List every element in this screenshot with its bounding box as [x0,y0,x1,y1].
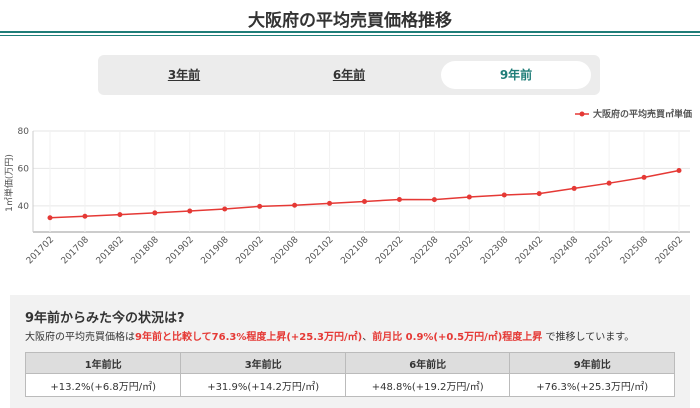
point [571,185,577,191]
point [327,200,333,206]
tab[interactable]: 6年前 [332,68,366,82]
point [152,210,158,216]
tab-bar: 3年前 6年前 9年前 [98,55,600,95]
x-tick-label: 201902 [165,235,196,266]
x-tick-label: 202102 [304,235,335,266]
legend-swatch [579,111,585,117]
title-rule [0,31,700,33]
cell: +48.8%(+19.2万円/㎡) [344,373,511,397]
header-cell: 6年前比 [344,352,511,374]
point [362,199,367,205]
point [396,196,402,202]
x-tick-label: 202502 [584,235,615,266]
point [117,212,123,218]
comparison-table: 1年前比 3年前比 6年前比 9年前比 +13.2%(+6.8万円/㎡) +31.9%(… [24,352,675,397]
x-tick-label: 202602 [654,235,685,266]
cell: +31.9%(+14.2万円/㎡) [180,373,346,397]
point [641,174,647,180]
x-tick-label: 202208 [409,235,441,267]
point [676,167,682,173]
x-tick-label: 202202 [374,235,405,266]
x-tick-label: 202002 [234,235,265,266]
x-tick-label: 202308 [479,235,511,267]
summary: 9年前からみた今の状況は? 大阪府の平均売買価格は9年前と比較して76.3%程度… [10,295,690,408]
point [82,213,88,219]
tab[interactable]: 9年前 [441,61,591,89]
point [536,191,542,197]
tab[interactable]: 3年前 [167,68,201,82]
summary-title: 9年前からみた今の状況は? [25,311,185,326]
point [606,180,612,186]
cell: +76.3%(+25.3万円/㎡) [509,373,675,397]
point [466,194,472,200]
x-tick-label: 201702 [25,235,56,266]
header-cell: 3年前比 [180,352,346,374]
text: 、 [362,332,373,343]
y-tick-label: 60 [18,164,30,174]
point [47,215,53,221]
point [257,203,263,209]
point [222,206,228,212]
summary-text: 大阪府の平均売買価格は9年前と比較して76.3%程度上昇(+25.3万円/㎡)、… [25,328,634,343]
legend-label: 大阪府の平均売買㎡単価 [593,108,692,120]
header-cell: 9年前比 [509,352,675,374]
title-rule [0,35,700,36]
y-tick-label: 80 [18,127,30,137]
point [292,202,298,208]
x-tick-label: 201808 [130,235,162,267]
y-axis-label: 1㎡単価(万円) [3,154,15,212]
text: で推移しています。 [542,332,635,343]
x-tick-label: 202402 [514,235,545,266]
highlight: 9年前と比較して76.3%程度上昇(+25.3万円/㎡) [135,332,363,343]
x-tick-label: 201708 [60,235,92,267]
x-tick-label: 202408 [549,235,581,267]
x-tick-label: 202508 [619,235,651,267]
x-tick-label: 202302 [444,235,475,266]
y-tick-label: 40 [18,202,30,212]
point [187,208,193,214]
x-tick-label: 201802 [95,235,126,266]
highlight: 前月比 0.9%(+0.5万円/㎡)程度上昇 [372,332,543,343]
cell: +13.2%(+6.8万円/㎡) [24,373,182,397]
x-tick-label: 202008 [269,235,301,267]
header-cell: 1年前比 [24,352,182,374]
point [501,192,507,198]
text: 大阪府の平均売買価格は [25,332,135,343]
x-tick-label: 201908 [199,235,231,267]
page-title: 大阪府の平均売買価格推移 [248,11,452,31]
point [431,197,437,203]
x-tick-label: 202108 [339,235,371,267]
